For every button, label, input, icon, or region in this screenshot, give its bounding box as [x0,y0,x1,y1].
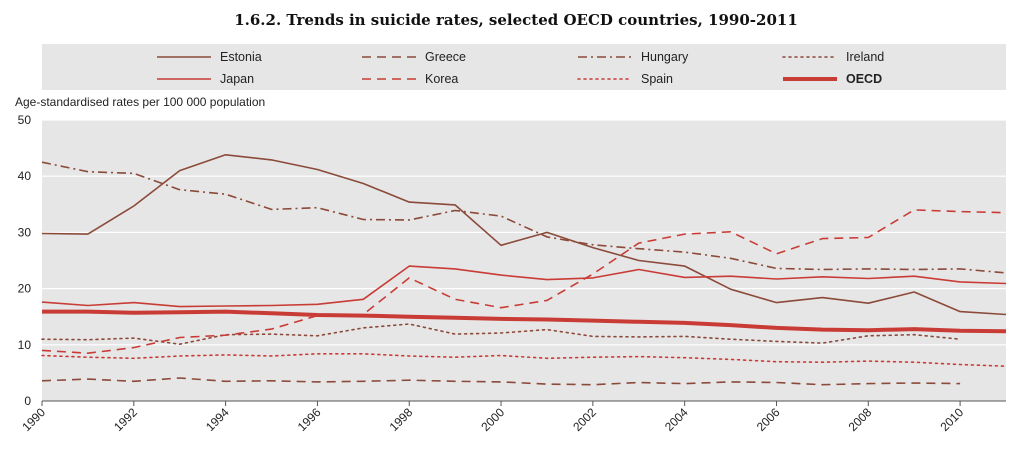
series-line-ireland [41,323,961,346]
legend-label-greece: Greece [425,50,466,64]
series-line-greece [41,377,961,386]
series-line-japan [41,265,1007,308]
series-line-spain [41,352,1007,368]
x-tick-label: 1990 [19,405,48,434]
x-tick-label: 1996 [295,405,324,434]
legend-label-oecd: OECD [846,72,882,86]
y-axis-label: Age-standardised rates per 100 000 popul… [15,95,265,109]
series-line-oecd [42,309,1007,334]
plot-area [42,120,1006,401]
legend-label-korea: Korea [425,72,458,86]
x-tick-label: 2008 [846,405,875,434]
legend-label-ireland: Ireland [846,50,884,64]
x-tick-label: 2006 [754,405,783,434]
y-tick-label: 0 [24,394,31,408]
legend: Estonia Greece Hungary Ireland Japan Korea Spa… [157,50,884,86]
legend-label-japan: Japan [220,72,254,86]
legend-label-hungary: Hungary [641,50,689,64]
x-tick-label: 2000 [478,405,507,434]
x-tick-label: 1998 [387,405,416,434]
y-tick-label: 20 [18,282,32,296]
legend-label-estonia: Estonia [220,50,262,64]
gridlines [42,119,1006,402]
legend-label-spain: Spain [641,72,673,86]
x-tick-label: 2010 [937,405,966,434]
x-tick-label: 2004 [662,405,691,434]
y-tick-label: 30 [18,225,32,239]
series-line-hungary [41,161,1007,274]
series-lines [41,154,1007,386]
chart-title: 1.6.2. Trends in suicide rates, selected… [234,11,798,29]
x-axis-ticks: 1990 1992 1994 1996 1998 2000 2002 2004 2006 2008… [19,401,966,434]
y-tick-label: 50 [18,113,32,127]
y-tick-label: 40 [18,169,32,183]
series-line-estonia [41,154,1007,316]
x-tick-label: 2002 [570,405,599,434]
legend-box [42,44,1006,90]
y-axis-ticks: 0 10 20 30 40 50 [18,113,32,408]
x-tick-label: 1992 [111,405,140,434]
y-tick-label: 10 [18,338,32,352]
x-tick-label: 1994 [203,405,232,434]
